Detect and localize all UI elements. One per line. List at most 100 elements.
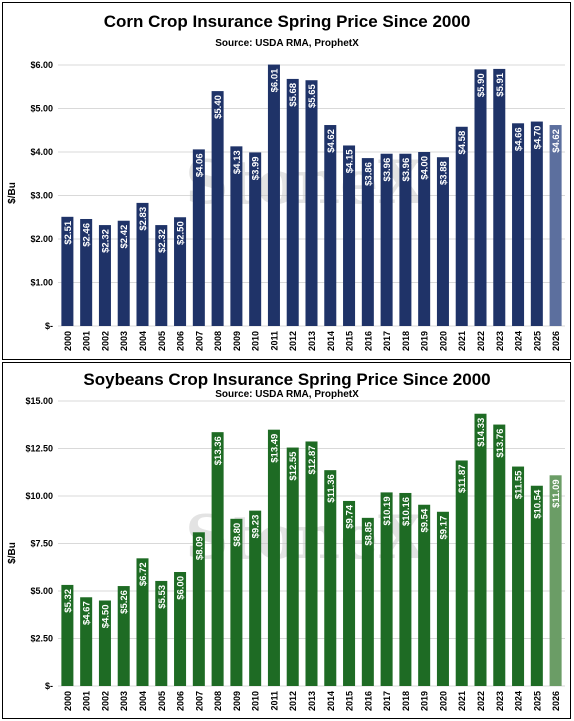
- bars: $2.51 2000 $2.46 2001 $2.32 2002 $2.42 2003 $2.8…: [61, 64, 562, 351]
- y-tick-label: $12.50: [25, 444, 53, 454]
- data-label-2026: $11.09: [551, 479, 562, 508]
- bar-2008: [211, 432, 224, 686]
- bar-2020: [436, 157, 449, 326]
- bar-2002: [98, 600, 111, 686]
- x-tick-label-2002: 2002: [100, 331, 110, 351]
- data-label-2018: $10.16: [401, 497, 412, 526]
- bar-2022: [474, 69, 487, 326]
- data-label-2020: $3.88: [438, 161, 449, 185]
- x-tick-label-2015: 2015: [345, 691, 355, 711]
- x-tick-label-2019: 2019: [420, 331, 430, 351]
- data-label-2009: $8.80: [232, 523, 243, 547]
- data-label-2019: $4.00: [420, 156, 431, 180]
- data-label-2021: $11.87: [457, 464, 468, 493]
- data-label-2011: $6.01: [269, 68, 280, 92]
- x-tick-label-2022: 2022: [476, 331, 486, 351]
- bar-2009: [230, 146, 243, 326]
- bar-2003: [117, 586, 130, 686]
- y-tick-label: $2.50: [30, 634, 53, 644]
- corn-chart: Corn Crop Insurance Spring Price Since 2…: [7, 12, 565, 351]
- bar-2021: [455, 126, 468, 327]
- bar-2005: [155, 580, 168, 686]
- data-label-2010: $9.23: [251, 515, 262, 539]
- bar-2024: [512, 123, 525, 326]
- data-label-2013: $12.87: [307, 445, 318, 474]
- data-label-2004: $2.83: [138, 207, 149, 231]
- x-tick-label-2022: 2022: [476, 691, 486, 711]
- bar-2006: [174, 217, 187, 326]
- bar-2000: [61, 216, 74, 326]
- x-tick-label-2007: 2007: [194, 691, 204, 711]
- bar-2004: [136, 558, 149, 686]
- x-tick-label-2016: 2016: [363, 331, 373, 351]
- data-label-2009: $4.13: [232, 150, 243, 174]
- bar-2014: [324, 470, 337, 686]
- data-label-2005: $2.32: [157, 229, 168, 253]
- x-tick-label-2006: 2006: [176, 691, 186, 711]
- data-label-2021: $4.58: [457, 131, 468, 155]
- data-label-2016: $3.86: [363, 162, 374, 186]
- data-label-2019: $9.54: [420, 508, 431, 532]
- x-tick-label-2011: 2011: [269, 691, 279, 711]
- x-tick-label-2015: 2015: [345, 331, 355, 351]
- x-tick-label-2018: 2018: [401, 331, 411, 351]
- data-label-2012: $12.55: [288, 451, 299, 481]
- bar-2017: [380, 153, 393, 326]
- data-label-2004: $6.72: [138, 562, 149, 586]
- bar-2006: [174, 572, 187, 686]
- data-label-2026: $4.62: [551, 129, 562, 153]
- data-label-2002: $4.50: [100, 605, 111, 629]
- data-label-2013: $5.65: [307, 84, 318, 108]
- x-tick-label-2024: 2024: [514, 331, 524, 351]
- x-tick-label-2005: 2005: [157, 691, 167, 711]
- bar-2011: [267, 429, 280, 686]
- data-label-2008: $13.36: [213, 436, 224, 465]
- x-tick-label-2020: 2020: [438, 331, 448, 351]
- data-label-2007: $8.09: [194, 536, 205, 560]
- y-tick-label: $-: [45, 321, 53, 331]
- data-label-2015: $4.15: [345, 149, 356, 173]
- data-label-2001: $4.67: [82, 601, 93, 625]
- bar-2026: [549, 475, 562, 686]
- bar-2026: [549, 125, 562, 326]
- y-tick-label: $-: [45, 681, 53, 691]
- bar-2019: [418, 152, 431, 326]
- y-tick-label: $5.00: [30, 586, 53, 596]
- x-tick-label-2025: 2025: [532, 331, 542, 351]
- bar-2001: [80, 597, 93, 686]
- data-label-2003: $2.42: [119, 225, 130, 249]
- bar-2004: [136, 202, 149, 326]
- data-label-2010: $3.99: [251, 156, 262, 180]
- x-tick-label-2008: 2008: [213, 331, 223, 351]
- bar-2007: [192, 149, 205, 326]
- x-tick-label-2012: 2012: [288, 691, 298, 711]
- bar-2015: [343, 145, 356, 326]
- data-label-2000: $5.32: [63, 589, 74, 613]
- bar-2016: [361, 158, 374, 326]
- bar-2018: [399, 153, 412, 326]
- y-tick-label: $5.00: [30, 104, 53, 114]
- data-label-2023: $13.76: [495, 429, 506, 458]
- x-tick-label-2004: 2004: [138, 691, 148, 711]
- x-tick-label-2011: 2011: [269, 331, 279, 351]
- x-tick-label-2010: 2010: [251, 691, 261, 711]
- x-tick-label-2014: 2014: [326, 331, 336, 351]
- bar-2025: [530, 485, 543, 686]
- bar-2014: [324, 125, 337, 326]
- x-tick-label-2023: 2023: [495, 691, 505, 711]
- bar-2017: [380, 492, 393, 686]
- x-tick-label-2023: 2023: [495, 331, 505, 351]
- data-label-2002: $2.32: [100, 229, 111, 253]
- data-label-2024: $4.66: [514, 127, 525, 151]
- data-label-2022: $14.33: [476, 418, 487, 447]
- bar-2003: [117, 220, 130, 326]
- data-label-2001: $2.46: [82, 223, 93, 247]
- bar-2019: [418, 504, 431, 686]
- data-label-2014: $11.36: [326, 474, 337, 503]
- x-tick-label-2024: 2024: [514, 691, 524, 711]
- data-label-2023: $5.91: [495, 72, 506, 96]
- y-axis-label: $/Bu: [7, 182, 18, 204]
- data-label-2008: $5.40: [213, 95, 224, 119]
- y-tick-label: $3.00: [30, 191, 53, 201]
- bar-2024: [512, 466, 525, 686]
